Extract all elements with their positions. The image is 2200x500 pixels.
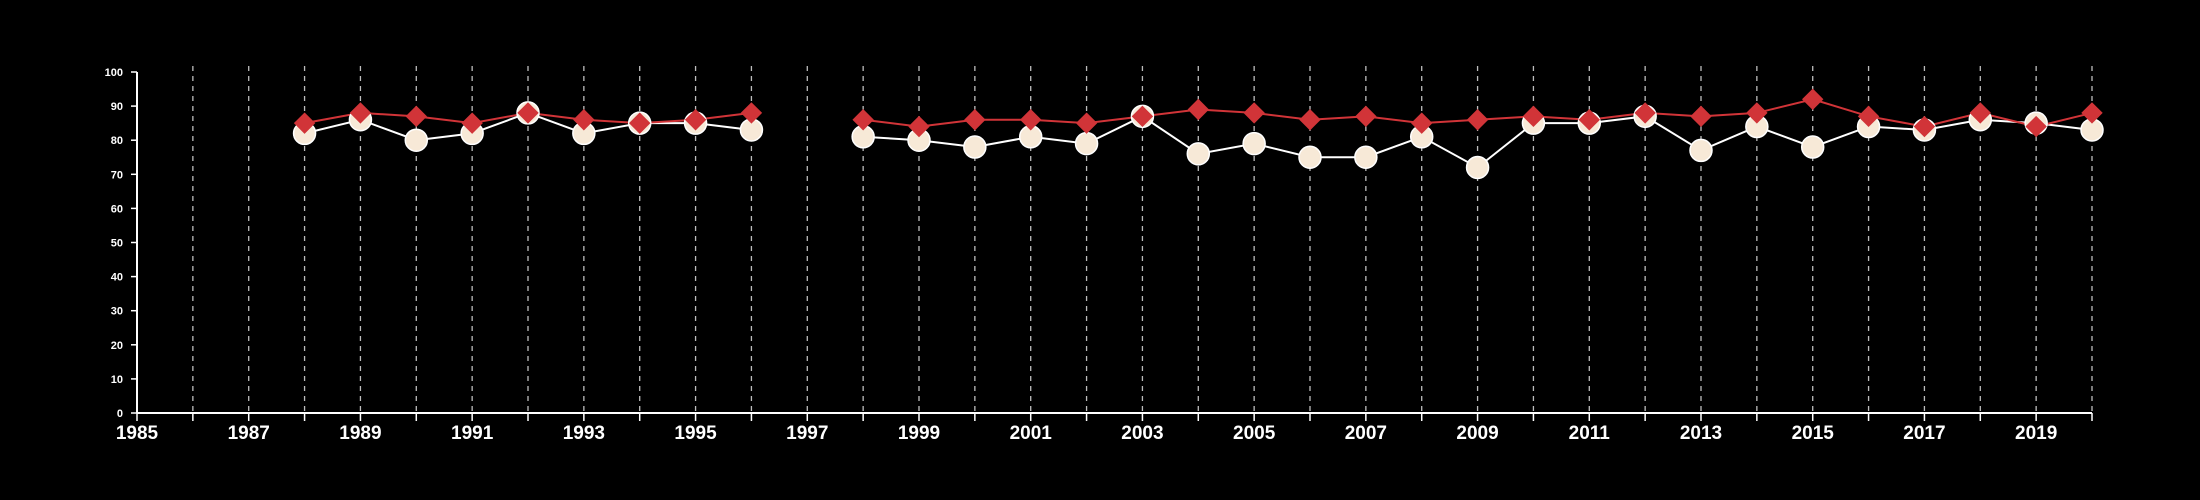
diamond-point-2009 [1466,109,1489,131]
diamond-point-2020 [2081,102,2103,124]
x-tick-label: 1989 [339,423,381,444]
diamond-point-2016 [1857,105,1880,128]
axes: 0 10 20 30 40 50 60 70 80 90 100 1985 1987 1989 1991 19… [105,67,2093,444]
diamond-point-2017 [1913,115,1936,138]
circle-point-2007 [1354,145,1378,169]
diamond-point-1989 [349,102,372,124]
x-tick-label: 2003 [1121,423,1163,444]
diamond-point-1998 [852,109,874,131]
x-tick-label: 2011 [1569,423,1611,444]
diamond-point-2001 [1020,109,1042,131]
diamond-point-2014 [1746,102,1768,124]
diamond-point-1995 [684,109,707,131]
circle-point-2000 [963,135,987,159]
diamond-point-1990 [405,105,427,128]
x-tick-label: 1987 [228,423,270,444]
x-tick-label: 2005 [1233,423,1276,444]
diamond-point-1994 [629,112,651,134]
x-tick-label: 2017 [1903,423,1945,444]
diamond-point-1999 [908,115,930,138]
diamond-point-2018 [1969,102,1991,124]
circle-point-2009 [1465,155,1490,180]
diamond-point-1993 [573,109,595,131]
diamond-point-2019 [2025,115,2047,138]
diamond-point-1988 [293,112,316,134]
y-tick-label: 80 [111,135,123,147]
diamond-point-2013 [1690,105,1712,128]
y-tick-label: 50 [111,238,123,250]
diamond-point-2010 [1522,105,1545,128]
circle-point-1990 [404,128,429,152]
y-tick-label: 70 [111,169,123,181]
circle-point-2015 [1800,135,1825,159]
circle-point-2013 [1689,138,1713,163]
y-tick-label: 0 [117,408,123,420]
x-tick-label: 1985 [116,423,159,444]
x-tick-label: 1999 [898,423,940,444]
y-tick-label: 90 [111,101,123,113]
y-tick-label: 40 [111,272,123,284]
x-tick-label: 1991 [451,423,494,444]
grid-lines [192,66,2093,413]
x-tick-label: 1993 [563,423,605,444]
diamond-point-1992 [517,102,539,124]
diamond-point-1996 [740,102,763,124]
circle-point-2005 [1242,131,1266,156]
diamond-point-1991 [461,112,483,134]
x-tick-label: 2009 [1456,423,1498,444]
diamond-point-2003 [1131,105,1154,128]
circle-point-2002 [1074,131,1099,156]
circle-point-2006 [1298,145,1322,169]
diamond-point-2004 [1187,98,1209,121]
diamond-point-2011 [1578,109,1600,131]
diamond-point-2006 [1299,109,1321,131]
x-tick-label: 2007 [1345,423,1387,444]
y-tick-label: 60 [111,203,123,215]
x-tick-label: 2019 [2015,423,2057,444]
x-tick-label: 2015 [1792,423,1835,444]
diamond-point-2005 [1243,102,1265,124]
y-tick-label: 100 [105,67,123,79]
x-tick-label: 1997 [786,423,828,444]
y-tick-label: 10 [111,374,123,386]
series-markers [292,88,2104,180]
diamond-point-2007 [1355,105,1377,128]
x-tick-label: 2001 [1010,423,1053,444]
diamond-point-2015 [1802,88,1824,110]
y-tick-label: 30 [111,306,123,318]
diamond-point-2012 [1634,102,1656,124]
x-tick-label: 2013 [1680,423,1722,444]
x-tick-label: 1995 [674,423,717,444]
diamond-point-2002 [1075,112,1098,134]
diamond-point-2008 [1411,112,1433,134]
y-tick-label: 20 [111,340,123,352]
circle-point-2004 [1186,142,1211,166]
diamond-point-2000 [964,109,986,131]
